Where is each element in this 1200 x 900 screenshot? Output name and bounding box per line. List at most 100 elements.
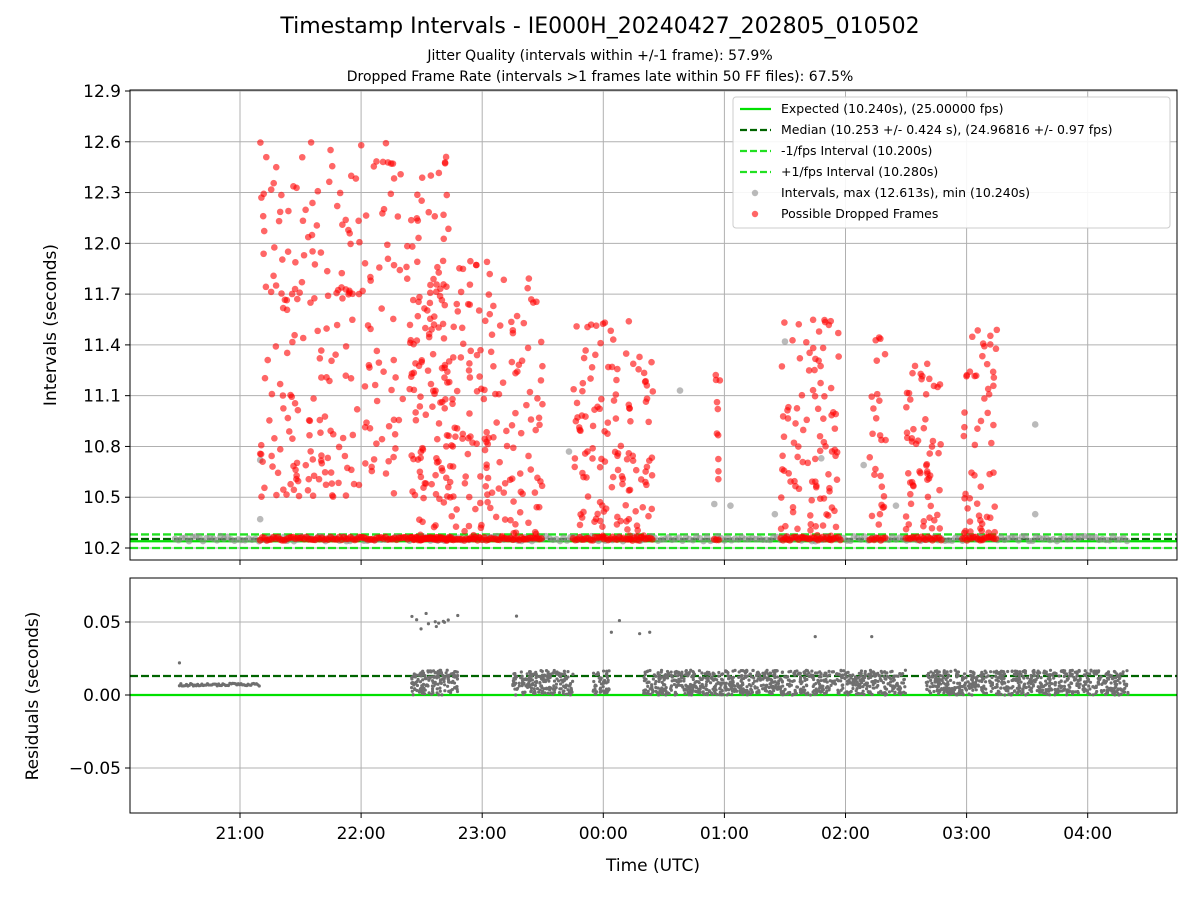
dropped-frame-point xyxy=(285,428,293,435)
dropped-frame-point xyxy=(268,390,276,398)
dropped-frame-point xyxy=(984,409,992,417)
residual-point xyxy=(925,673,929,677)
dropped-frame-point xyxy=(407,216,415,224)
dropped-frame-point xyxy=(473,440,480,448)
dropped-frame-point xyxy=(962,490,969,498)
dropped-frame-point xyxy=(453,506,460,513)
dropped-frame-point xyxy=(909,369,916,377)
residual-outlier-point xyxy=(514,614,519,618)
dropped-frame-point xyxy=(299,334,307,342)
residual-point xyxy=(946,680,950,684)
dropped-frame-point xyxy=(809,344,817,352)
dropped-frame-point xyxy=(831,446,839,454)
residual-point xyxy=(1113,679,1118,683)
dropped-frame-point xyxy=(375,359,383,366)
residual-point xyxy=(816,679,820,683)
dropped-frame-point xyxy=(715,536,723,544)
dropped-frame-point xyxy=(315,475,323,483)
dropped-frame-point xyxy=(629,360,637,368)
residual-point xyxy=(819,690,823,694)
residual-point xyxy=(975,675,979,679)
dropped-frame-point xyxy=(785,403,792,411)
dropped-frame-point xyxy=(789,337,796,344)
dropped-frame-point xyxy=(813,482,820,490)
residual-point xyxy=(643,691,647,695)
residual-point xyxy=(952,681,956,685)
dropped-frame-point xyxy=(349,316,356,324)
residual-point xyxy=(552,679,557,683)
residual-point xyxy=(825,674,829,678)
residual-point xyxy=(257,684,261,688)
dropped-frame-point xyxy=(596,405,603,413)
residual-point xyxy=(821,684,825,688)
dropped-frame-point xyxy=(534,395,541,402)
dropped-frame-point xyxy=(878,483,886,490)
residual-point xyxy=(802,670,806,674)
dropped-frame-point xyxy=(270,179,278,187)
dropped-frame-point xyxy=(510,498,517,505)
dropped-frame-point xyxy=(419,518,426,526)
dropped-frame-point xyxy=(361,383,369,390)
dropped-frame-point xyxy=(614,466,622,474)
residual-point xyxy=(831,681,835,685)
residual-point xyxy=(950,686,954,691)
residual-point xyxy=(1007,692,1011,696)
dropped-frame-point xyxy=(974,425,981,432)
residual-point xyxy=(450,688,454,692)
residual-point xyxy=(441,619,445,624)
top-grid xyxy=(130,90,1177,560)
residual-point xyxy=(592,679,596,684)
residual-point xyxy=(747,690,751,694)
residual-point xyxy=(786,678,790,682)
dropped-frame-point xyxy=(341,452,349,460)
dropped-frame-point xyxy=(512,409,519,417)
top-ytick-label-10.8: 10.8 xyxy=(83,437,121,457)
residual-point xyxy=(824,691,828,695)
residual-point xyxy=(514,693,518,697)
interval-outlier-point xyxy=(676,387,684,394)
residual-point xyxy=(697,669,702,673)
residual-point xyxy=(709,691,714,695)
residual-point xyxy=(994,674,998,678)
dropped-frame-point xyxy=(614,365,621,373)
dropped-frame-point xyxy=(795,321,803,328)
residual-point xyxy=(1018,670,1022,674)
dropped-frame-point xyxy=(835,353,842,360)
dropped-frame-point xyxy=(439,257,447,265)
residual-point xyxy=(423,688,427,692)
top-ytick-label-12.3: 12.3 xyxy=(83,184,121,204)
dropped-frame-point xyxy=(508,422,516,429)
dropped-frame-point xyxy=(792,420,799,427)
dropped-frame-point xyxy=(442,153,450,161)
residual-point xyxy=(813,671,818,675)
residual-point xyxy=(530,674,534,678)
residual-point xyxy=(930,675,934,679)
dropped-frame-point xyxy=(412,409,419,416)
interval-outlier-point xyxy=(817,454,825,462)
dropped-frame-point xyxy=(807,520,815,528)
interval-outlier-point xyxy=(727,502,734,509)
dropped-frame-point xyxy=(466,281,474,288)
dropped-frame-point xyxy=(989,368,997,376)
residual-point xyxy=(700,682,704,687)
residual-point xyxy=(1021,688,1025,692)
residual-point xyxy=(865,681,869,685)
dropped-frame-point xyxy=(619,480,626,488)
dropped-frame-point xyxy=(573,323,580,330)
dropped-frame-point xyxy=(927,502,935,510)
dropped-frame-point xyxy=(806,349,813,357)
dropped-frame-point xyxy=(257,139,264,146)
residual-point xyxy=(410,614,414,619)
residual-point xyxy=(953,686,957,690)
residual-point xyxy=(426,622,431,626)
residual-point xyxy=(735,682,740,686)
residual-point xyxy=(1063,687,1067,691)
dropped-frame-point xyxy=(516,470,524,477)
residual-point xyxy=(1040,690,1044,694)
dropped-frame-point xyxy=(789,508,797,516)
residual-point xyxy=(728,682,732,686)
dropped-frame-point xyxy=(272,282,280,289)
dropped-frame-point xyxy=(792,482,799,490)
dropped-frame-point xyxy=(390,261,398,269)
residual-point xyxy=(761,687,765,691)
